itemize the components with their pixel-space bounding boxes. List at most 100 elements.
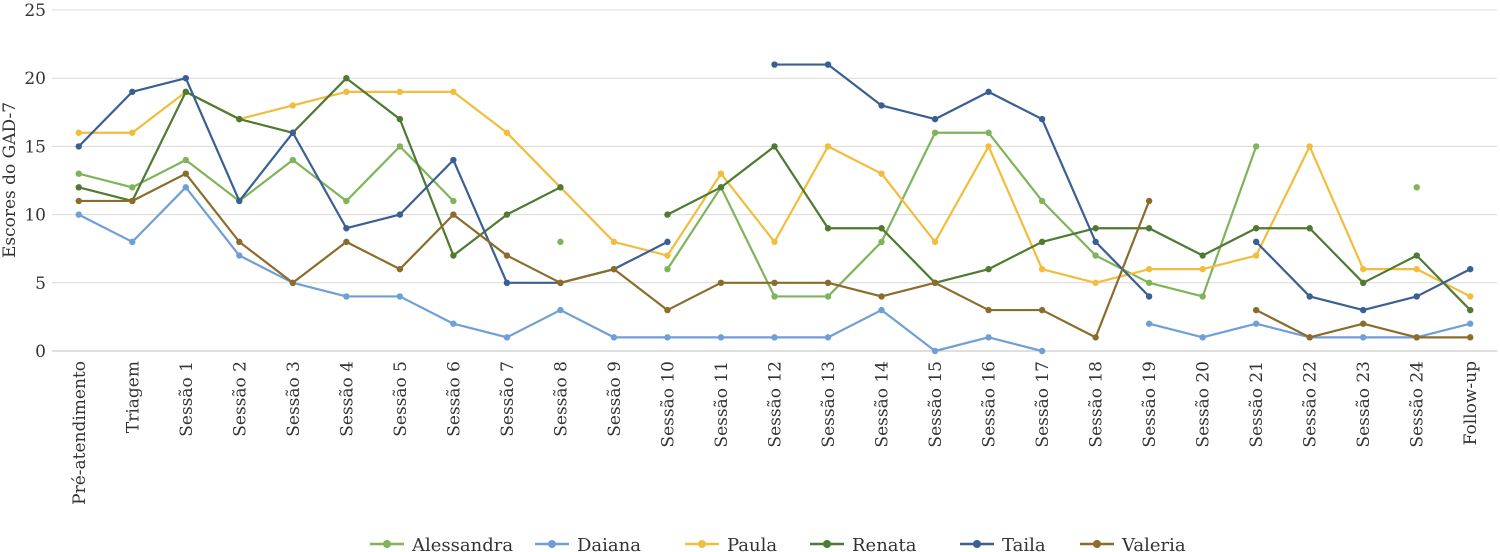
data-point: [503, 279, 511, 286]
x-tick-label: Sessão 24: [1408, 361, 1428, 448]
data-point: [985, 334, 992, 341]
x-tick-label: Sessão 11: [712, 361, 732, 448]
legend-item-taila: Taila: [960, 535, 1046, 552]
y-axis-label: Escores do GAD-7: [0, 102, 20, 258]
x-tick-label: Sessão 6: [444, 361, 464, 437]
data-point: [931, 115, 939, 123]
data-point: [1306, 225, 1313, 232]
data-point: [1252, 225, 1260, 232]
x-tick-label: Pré-atendimento: [70, 361, 90, 505]
y-tick-label: 15: [24, 137, 46, 157]
data-point: [557, 279, 564, 286]
data-point: [450, 252, 457, 259]
legend-swatch-marker: [823, 540, 831, 548]
data-point: [1252, 320, 1260, 327]
data-point: [396, 293, 404, 300]
data-point: [129, 197, 136, 205]
data-point: [236, 115, 243, 123]
data-point: [824, 334, 832, 341]
data-point: [878, 293, 885, 300]
data-point: [1413, 252, 1420, 259]
data-point: [343, 293, 350, 300]
series-paula: [75, 88, 1474, 300]
data-point: [1252, 238, 1260, 246]
data-point: [129, 88, 136, 96]
legend-item-daiana: Daiana: [535, 535, 641, 552]
data-point: [1092, 238, 1099, 246]
data-point: [985, 88, 992, 96]
legend-item-alessandra: Alessandra: [370, 535, 513, 552]
legend-label: Daiana: [577, 535, 641, 552]
x-tick-label: Sessão 3: [284, 361, 304, 437]
x-tick-label: Sessão 10: [658, 361, 678, 448]
data-point: [771, 334, 778, 341]
x-tick-label: Sessão 5: [391, 361, 411, 437]
legend-swatch-marker: [1093, 540, 1101, 548]
data-point: [717, 279, 725, 286]
data-point: [931, 279, 939, 286]
x-tick-label: Sessão 1: [177, 361, 197, 437]
data-point: [396, 88, 404, 96]
data-point: [1252, 306, 1260, 314]
data-point: [878, 102, 885, 109]
data-point: [289, 129, 297, 136]
data-point: [236, 252, 243, 259]
data-point: [1145, 320, 1153, 327]
data-point: [503, 211, 511, 218]
x-tick-label: Sessão 4: [337, 361, 357, 437]
x-tick-label: Sessão 22: [1301, 361, 1321, 448]
data-point: [985, 129, 992, 136]
data-point: [1038, 265, 1046, 273]
y-tick-label: 25: [24, 1, 46, 21]
data-point: [1360, 320, 1367, 327]
data-point: [129, 184, 136, 191]
data-point: [343, 238, 350, 246]
data-point: [1145, 225, 1153, 232]
data-point: [610, 265, 618, 273]
data-point: [1467, 306, 1474, 314]
data-point: [129, 129, 136, 136]
data-point: [664, 265, 671, 273]
data-point: [1038, 347, 1046, 355]
legend-label: Renata: [852, 535, 917, 552]
data-point: [396, 265, 404, 273]
series-line: [78, 145, 455, 203]
y-tick-label: 20: [24, 69, 46, 89]
data-point: [289, 279, 297, 286]
data-point: [1306, 293, 1313, 300]
data-point: [1092, 279, 1099, 286]
series-layer: [75, 61, 1474, 355]
data-point: [343, 88, 350, 96]
data-point: [75, 211, 82, 218]
y-tick-label: 0: [35, 342, 46, 362]
grid-lines: [52, 9, 1497, 352]
series-line: [666, 145, 1472, 311]
series-valeria: [75, 170, 1474, 341]
data-point: [931, 129, 939, 136]
data-point: [450, 88, 457, 96]
data-point: [343, 225, 350, 232]
data-point: [664, 238, 671, 246]
data-point: [75, 184, 82, 191]
data-point: [1199, 334, 1206, 341]
data-point: [824, 293, 832, 300]
x-tick-label: Sessão 23: [1354, 361, 1374, 448]
data-point: [1252, 143, 1260, 150]
data-point: [557, 306, 564, 314]
data-point: [771, 293, 778, 300]
data-point: [1360, 334, 1367, 341]
x-tick-label: Sessão 7: [498, 361, 518, 437]
data-point: [1413, 184, 1420, 191]
data-point: [1306, 143, 1313, 150]
data-point: [1467, 265, 1474, 273]
data-point: [1092, 252, 1099, 259]
data-point: [182, 88, 189, 96]
data-point: [75, 197, 82, 205]
legend-label: Valeria: [1121, 535, 1186, 552]
data-point: [450, 211, 457, 218]
data-point: [182, 170, 189, 177]
legend-swatch-marker: [383, 540, 391, 548]
x-tick-label: Sessão 8: [551, 361, 571, 437]
x-tick-label: Sessão 13: [819, 361, 839, 448]
